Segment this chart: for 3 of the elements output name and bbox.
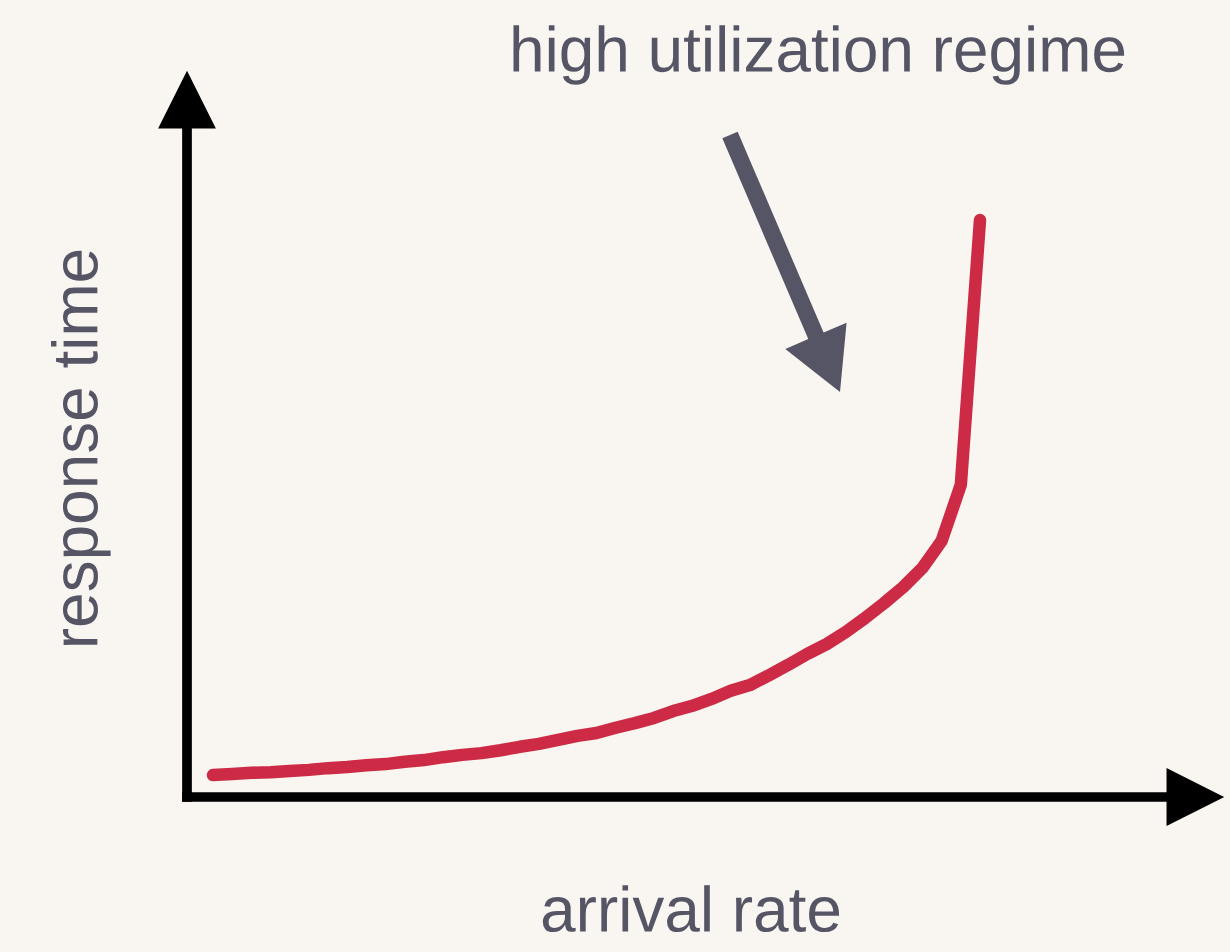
x-axis-title: arrival rate [542,885,840,933]
y-axis-title: response time [51,250,111,645]
text: high utilization regime [513,25,1125,85]
